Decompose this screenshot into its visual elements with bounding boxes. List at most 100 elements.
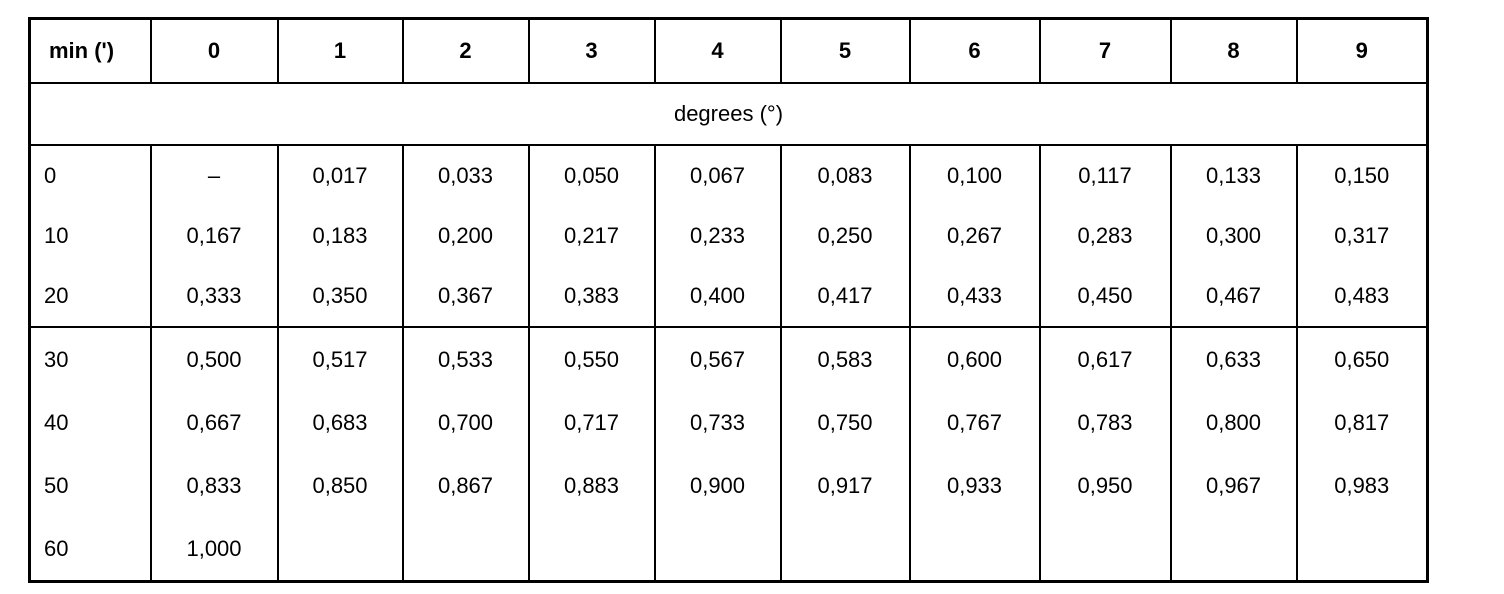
value-cell <box>1169 517 1298 582</box>
value-cell: 0,217 <box>527 206 656 266</box>
value-cell: 0,783 <box>1038 391 1172 454</box>
value-cell: 0,450 <box>1038 266 1172 327</box>
value-cell: 0,750 <box>779 391 911 454</box>
header-cell: 8 <box>1169 18 1298 84</box>
header-cell: 1 <box>276 18 404 84</box>
header-cell: min (') <box>28 18 152 84</box>
value-cell: 0,317 <box>1295 206 1429 266</box>
value-cell: 0,067 <box>653 145 782 206</box>
value-cell: 0,767 <box>908 391 1041 454</box>
subheader-row: degrees (°) <box>28 83 1429 146</box>
value-cell: 0,867 <box>401 454 530 517</box>
value-cell: 0,417 <box>779 266 911 327</box>
value-cell: 0,233 <box>653 206 782 266</box>
header-cell: 5 <box>779 18 911 84</box>
header-cell: 2 <box>401 18 530 84</box>
value-cell: 0,617 <box>1038 326 1172 391</box>
value-cell: 0,967 <box>1169 454 1298 517</box>
value-cell: 0,367 <box>401 266 530 327</box>
value-cell: 0,550 <box>527 326 656 391</box>
value-cell: 0,933 <box>908 454 1041 517</box>
header-cell: 7 <box>1038 18 1172 84</box>
value-cell: 0,150 <box>1295 145 1429 206</box>
value-cell: 0,700 <box>401 391 530 454</box>
data-row: 20 0,333 0,350 0,367 0,383 0,400 0,417 0,433 0,4… <box>28 266 1429 327</box>
value-cell: 0,633 <box>1169 326 1298 391</box>
value-cell: 0,850 <box>276 454 404 517</box>
data-row: 50 0,833 0,850 0,867 0,883 0,900 0,917 0,933 0,9… <box>28 454 1429 517</box>
row-label: 0 <box>28 145 152 206</box>
value-cell: 0,050 <box>527 145 656 206</box>
value-cell: 0,900 <box>653 454 782 517</box>
value-cell <box>1295 517 1429 582</box>
value-cell: 0,650 <box>1295 326 1429 391</box>
value-cell: 0,183 <box>276 206 404 266</box>
value-cell: 0,717 <box>527 391 656 454</box>
table-body: min (') 0 1 2 3 4 5 6 7 8 9 degrees (°) 0–0,017 0,033… <box>28 18 1429 582</box>
value-cell: 0,517 <box>276 326 404 391</box>
data-row: 0–0,017 0,033 0,050 0,067 0,083 0,100 0,117 0,1… <box>28 145 1429 206</box>
row-label: 50 <box>28 454 152 517</box>
value-cell: 0,583 <box>779 326 911 391</box>
value-cell <box>276 517 404 582</box>
value-cell: 0,383 <box>527 266 656 327</box>
row-label: 40 <box>28 391 152 454</box>
header-row: min (') 0 1 2 3 4 5 6 7 8 9 <box>28 18 1429 84</box>
row-label: 60 <box>28 517 152 582</box>
row-label: 30 <box>28 326 152 391</box>
value-cell: 0,533 <box>401 326 530 391</box>
value-cell: 0,683 <box>276 391 404 454</box>
value-cell: 0,300 <box>1169 206 1298 266</box>
value-cell: 1,000 <box>149 517 279 582</box>
value-cell: 0,467 <box>1169 266 1298 327</box>
row-label: 10 <box>28 206 152 266</box>
header-cell: 0 <box>149 18 279 84</box>
value-cell <box>908 517 1041 582</box>
value-cell: 0,250 <box>779 206 911 266</box>
data-row: 10 0,167 0,183 0,200 0,217 0,233 0,250 0,267 0,2… <box>28 206 1429 266</box>
header-cell: 3 <box>527 18 656 84</box>
conversion-table: min (') 0 1 2 3 4 5 6 7 8 9 degrees (°) 0–0,017 0,033… <box>28 17 1429 583</box>
data-row: 30 0,500 0,517 0,533 0,550 0,567 0,583 0,600 0,6… <box>28 326 1429 391</box>
value-cell: 0,483 <box>1295 266 1429 327</box>
value-cell: 0,600 <box>908 326 1041 391</box>
value-cell: 0,567 <box>653 326 782 391</box>
value-cell: 0,033 <box>401 145 530 206</box>
value-cell: 0,883 <box>527 454 656 517</box>
value-cell: 0,167 <box>149 206 279 266</box>
value-cell: 0,117 <box>1038 145 1172 206</box>
value-cell: 0,733 <box>653 391 782 454</box>
value-cell: 0,500 <box>149 326 279 391</box>
value-cell <box>401 517 530 582</box>
header-cell: 4 <box>653 18 782 84</box>
value-cell: 0,283 <box>1038 206 1172 266</box>
value-cell: 0,800 <box>1169 391 1298 454</box>
header-cell: 9 <box>1295 18 1429 84</box>
subheader-cell: degrees (°) <box>28 83 1429 146</box>
value-cell: 0,083 <box>779 145 911 206</box>
row-label: 20 <box>28 266 152 327</box>
value-cell: 0,983 <box>1295 454 1429 517</box>
value-cell: 0,133 <box>1169 145 1298 206</box>
value-cell: 0,833 <box>149 454 279 517</box>
value-cell: 0,667 <box>149 391 279 454</box>
value-cell: 0,017 <box>276 145 404 206</box>
value-cell <box>527 517 656 582</box>
data-row: 40 0,667 0,683 0,700 0,717 0,733 0,750 0,767 0,7… <box>28 391 1429 454</box>
value-cell: 0,350 <box>276 266 404 327</box>
value-cell: 0,817 <box>1295 391 1429 454</box>
value-cell <box>1038 517 1172 582</box>
value-cell: 0,400 <box>653 266 782 327</box>
value-cell: – <box>149 145 279 206</box>
value-cell: 0,433 <box>908 266 1041 327</box>
value-cell: 0,100 <box>908 145 1041 206</box>
data-row: 60 1,000 <box>28 517 1429 582</box>
value-cell: 0,267 <box>908 206 1041 266</box>
header-cell: 6 <box>908 18 1041 84</box>
value-cell <box>653 517 782 582</box>
value-cell: 0,950 <box>1038 454 1172 517</box>
value-cell: 0,333 <box>149 266 279 327</box>
value-cell: 0,200 <box>401 206 530 266</box>
value-cell <box>779 517 911 582</box>
